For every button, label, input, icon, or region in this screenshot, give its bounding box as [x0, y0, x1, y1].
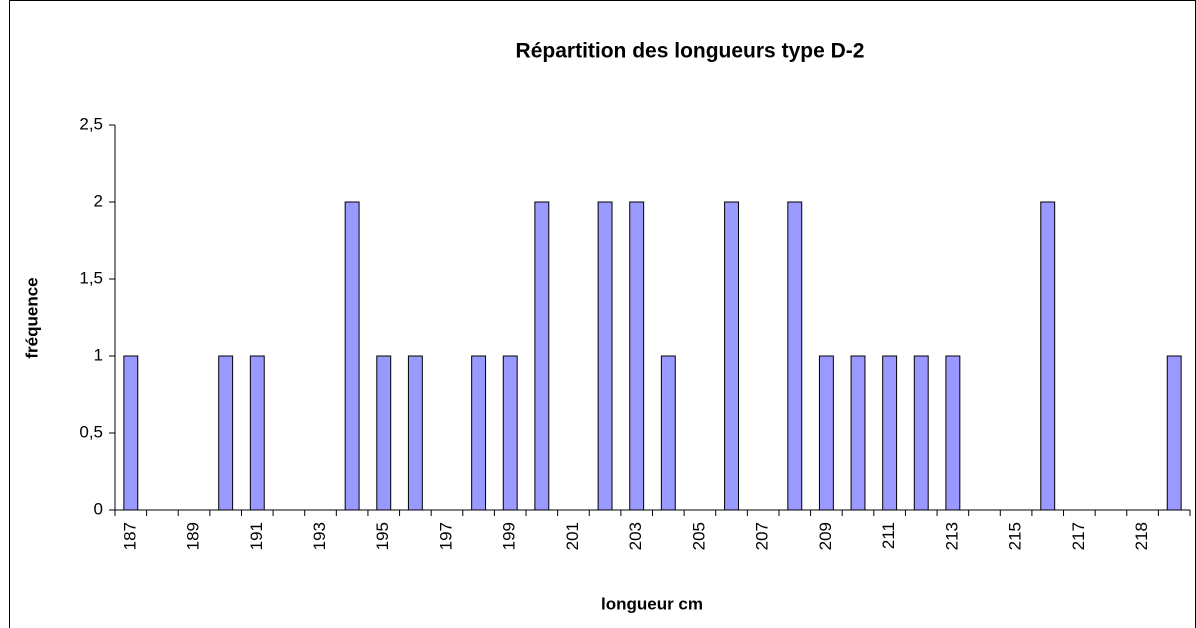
bar [629, 201, 645, 511]
bar [123, 355, 139, 511]
bar [1040, 201, 1056, 511]
bar [376, 355, 392, 511]
x-tick-label: 217 [1069, 522, 1088, 550]
bar [471, 355, 487, 511]
x-tick-label: 191 [247, 522, 266, 550]
bar [502, 355, 518, 511]
bar [218, 355, 234, 511]
y-tick-label: 1,5 [79, 268, 103, 287]
bar [724, 201, 740, 511]
y-tick-label: 0 [94, 499, 103, 518]
x-tick-label: 193 [310, 522, 329, 550]
y-tick-label: 1 [94, 345, 103, 364]
x-tick-label: 201 [563, 522, 582, 550]
x-tick-label: 203 [626, 522, 645, 550]
x-tick-label: 197 [436, 522, 455, 550]
x-tick-label: 205 [689, 522, 708, 550]
bar [597, 201, 613, 511]
x-tick-label: 215 [1006, 522, 1025, 550]
x-tick-label: 209 [816, 522, 835, 550]
x-tick-label: 213 [942, 522, 961, 550]
x-tick-label: 187 [120, 522, 139, 550]
chart-title: Répartition des longueurs type D-2 [516, 40, 865, 63]
bar [818, 355, 834, 511]
x-axis-title: longueur cm [601, 594, 703, 613]
y-tick-label: 2,5 [79, 114, 103, 133]
bar [249, 355, 265, 511]
bar [1166, 355, 1182, 511]
bar [534, 201, 550, 511]
x-tick-label: 211 [879, 522, 898, 549]
x-tick-label: 189 [184, 522, 203, 550]
y-tick-label: 0,5 [79, 422, 103, 441]
bar [945, 355, 961, 511]
bar [850, 355, 866, 511]
bar [913, 355, 929, 511]
bar [882, 355, 898, 511]
x-tick-label: 207 [753, 522, 772, 550]
x-tick-label: 218 [1132, 522, 1151, 550]
bar [344, 201, 360, 511]
bar [787, 201, 803, 511]
x-tick-label: 195 [373, 522, 392, 550]
x-tick-label: 199 [500, 522, 519, 550]
y-axis-title: fréquence [22, 277, 41, 358]
bar [407, 355, 423, 511]
y-tick-label: 2 [94, 191, 103, 210]
bar [660, 355, 676, 511]
